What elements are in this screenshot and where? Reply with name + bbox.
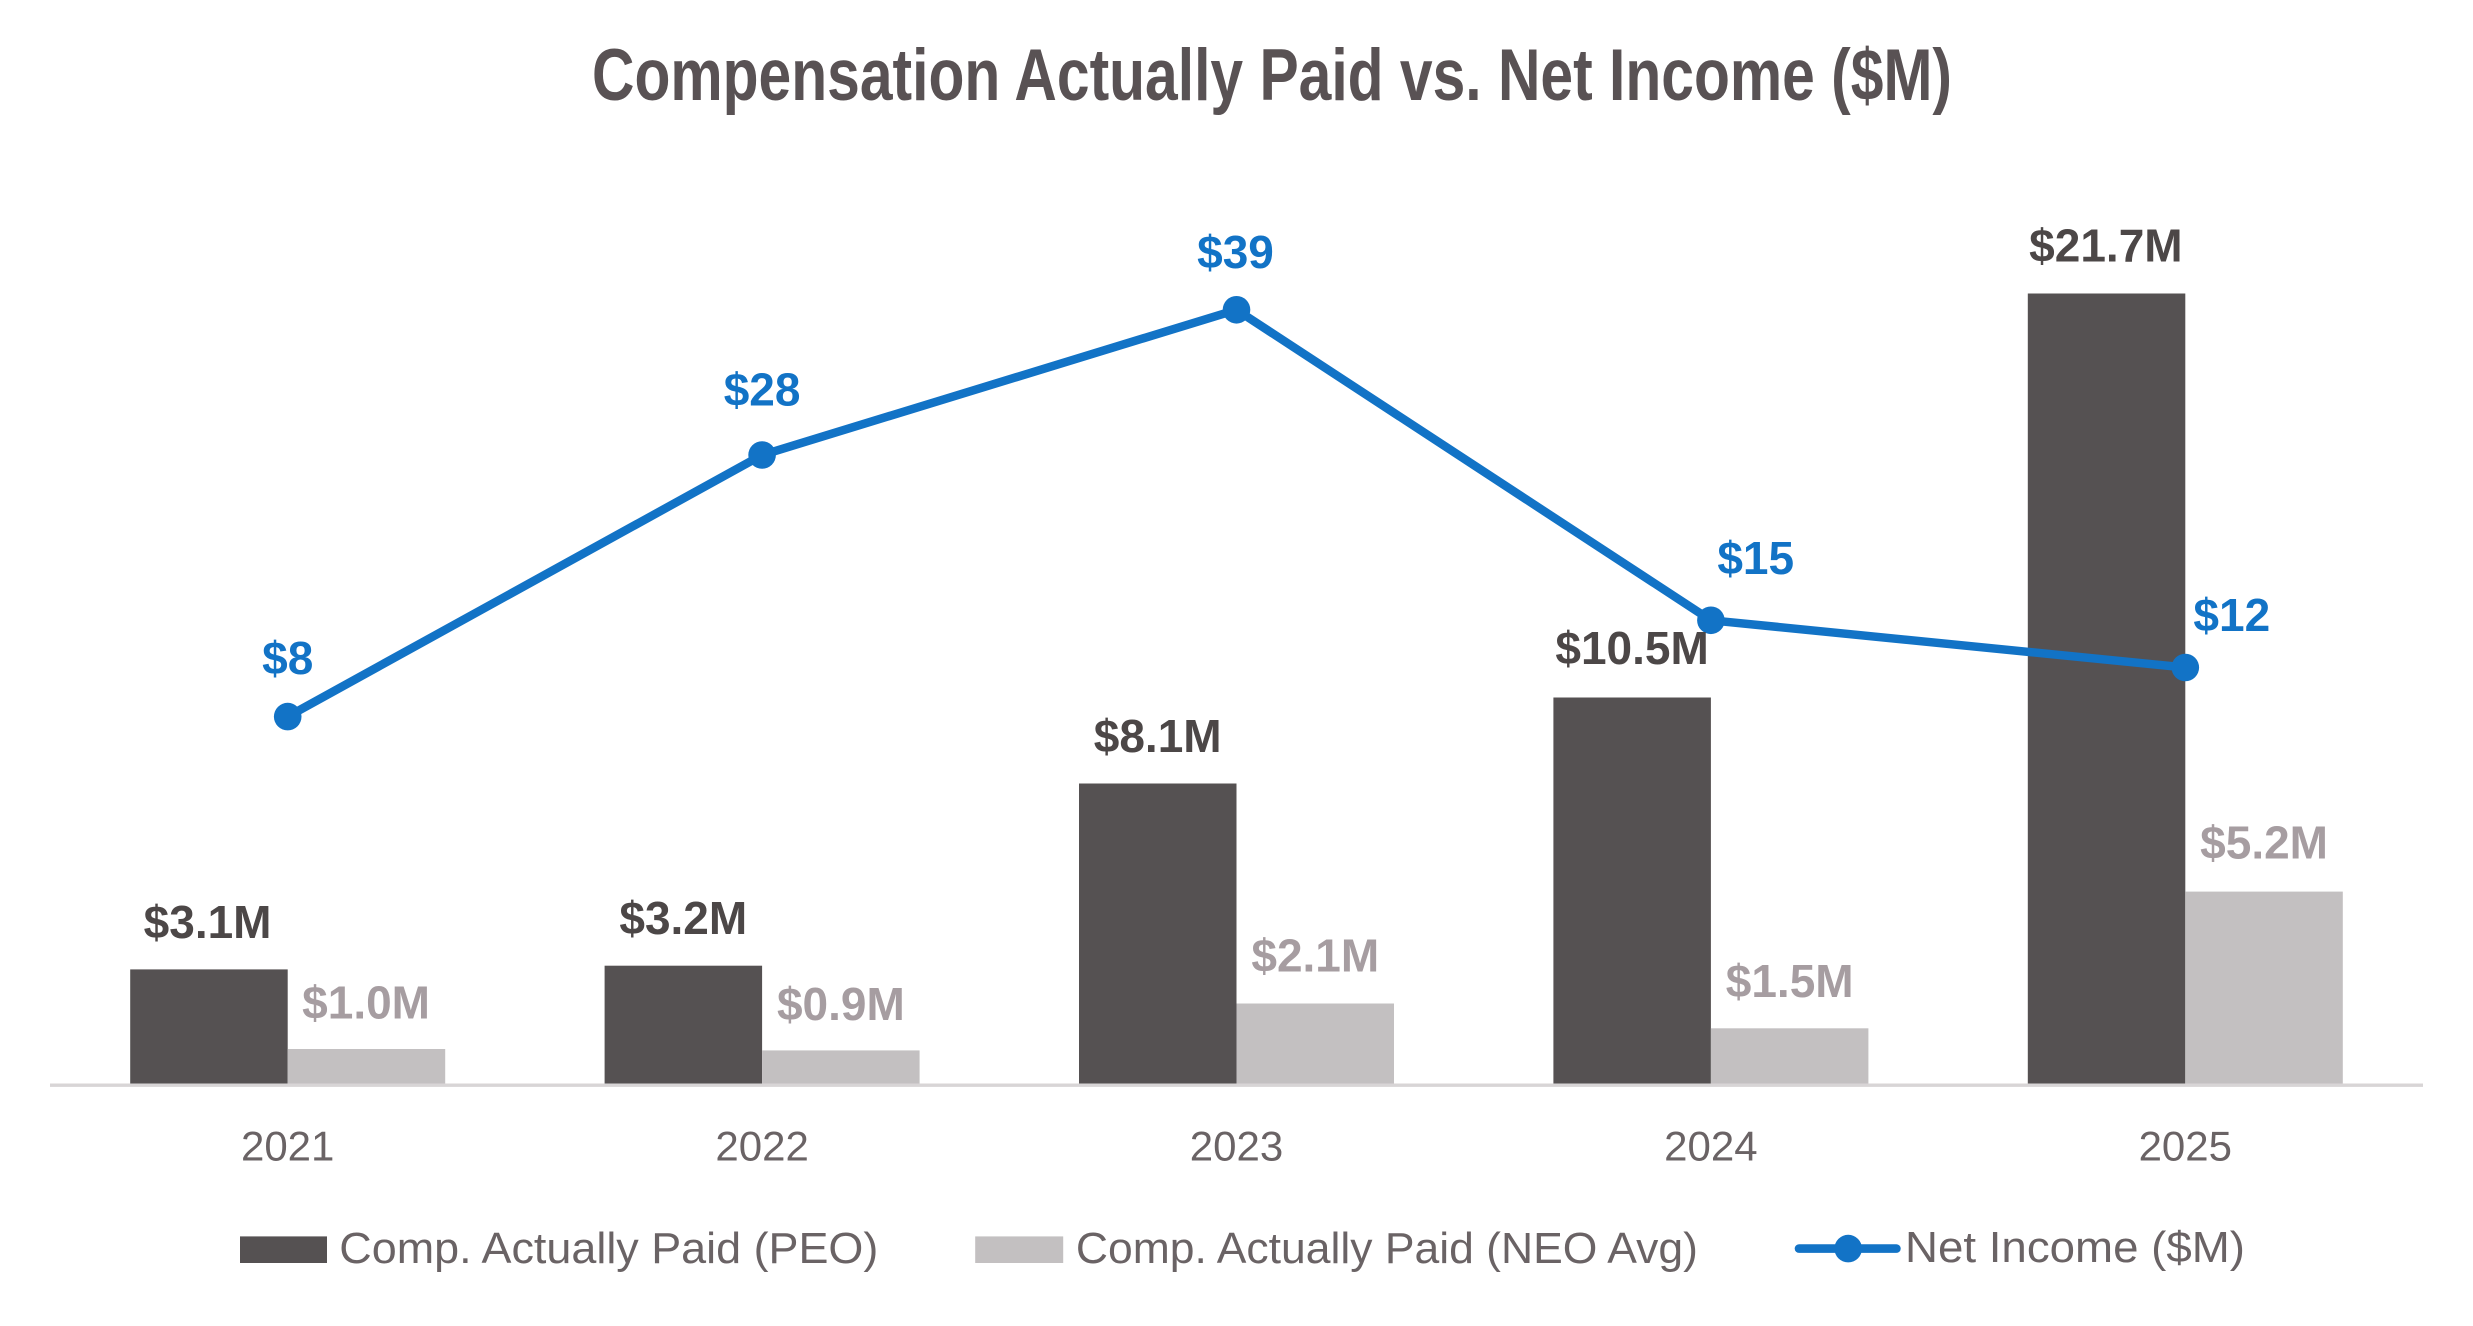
svg-text:$2.1M: $2.1M	[1251, 930, 1379, 982]
svg-text:$15: $15	[1717, 532, 1794, 584]
svg-text:2022: 2022	[715, 1122, 808, 1169]
svg-text:Compensation Actually Paid vs.: Compensation Actually Paid vs. Net Incom…	[592, 35, 1952, 116]
svg-text:$1.0M: $1.0M	[302, 977, 430, 1029]
svg-text:$39: $39	[1197, 226, 1274, 278]
svg-text:2023: 2023	[1190, 1122, 1283, 1169]
svg-text:2021: 2021	[241, 1122, 334, 1169]
svg-text:$5.2M: $5.2M	[2200, 817, 2328, 869]
svg-text:$3.2M: $3.2M	[619, 892, 747, 944]
svg-text:$8.1M: $8.1M	[1094, 710, 1222, 762]
svg-text:Comp. Actually Paid (PEO): Comp. Actually Paid (PEO)	[339, 1224, 878, 1273]
svg-text:2025: 2025	[2139, 1122, 2232, 1169]
svg-text:Net Income ($M): Net Income ($M)	[1905, 1223, 2245, 1272]
svg-text:$12: $12	[2193, 589, 2270, 641]
svg-text:$8: $8	[262, 632, 313, 684]
svg-text:Comp. Actually Paid (NEO Avg): Comp. Actually Paid (NEO Avg)	[1076, 1224, 1698, 1273]
svg-text:$0.9M: $0.9M	[777, 978, 905, 1030]
svg-text:$21.7M: $21.7M	[2029, 220, 2182, 272]
svg-text:$1.5M: $1.5M	[1726, 955, 1854, 1007]
svg-text:$10.5M: $10.5M	[1555, 622, 1708, 674]
svg-text:2024: 2024	[1664, 1122, 1757, 1169]
svg-text:$3.1M: $3.1M	[144, 896, 272, 948]
svg-text:$28: $28	[724, 364, 801, 416]
